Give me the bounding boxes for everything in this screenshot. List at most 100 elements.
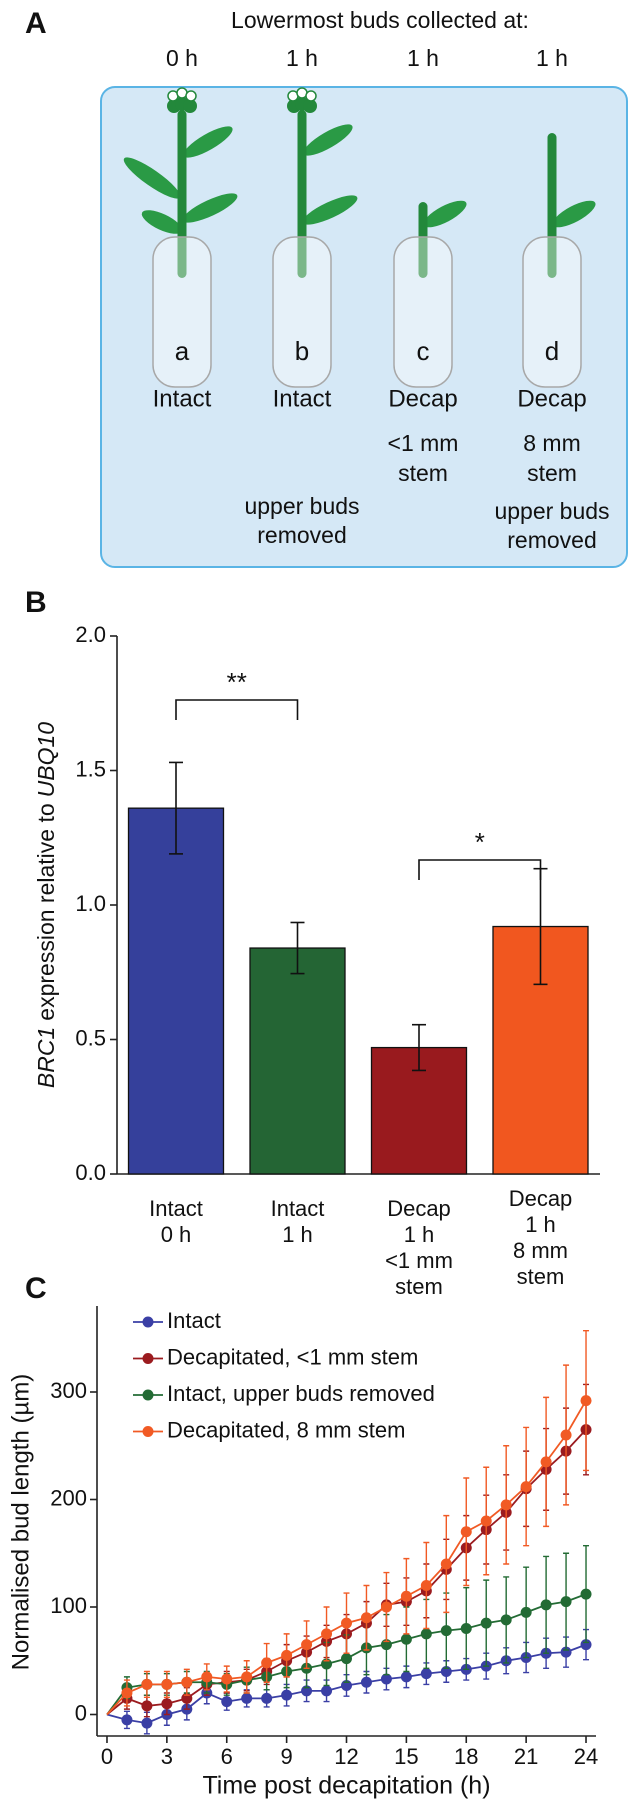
- point: [261, 1657, 273, 1669]
- stem-label: <1 mm stem: [388, 430, 459, 486]
- leaf: [141, 210, 183, 234]
- point: [420, 1668, 432, 1680]
- flower: [185, 90, 197, 102]
- time-label: 1 h: [536, 45, 568, 71]
- pot: [393, 236, 453, 388]
- x-axis-label: Time post decapitation (h): [202, 1772, 490, 1800]
- y-axis-label: Normalised bud length (µm): [7, 1374, 34, 1671]
- point: [301, 1639, 313, 1651]
- point: [201, 1671, 213, 1683]
- time-label: 0 h: [166, 45, 198, 71]
- error-bar: [290, 921, 305, 975]
- point: [141, 1700, 153, 1712]
- point: [420, 1580, 432, 1591]
- y-axis-label-part: BRC1: [33, 1027, 59, 1088]
- x-tick-label: Intact 0 h: [149, 1196, 203, 1247]
- point: [241, 1671, 253, 1683]
- legend-label: Decapitated, <1 mm stem: [167, 1344, 418, 1369]
- stem: [177, 110, 187, 278]
- point: [241, 1692, 253, 1704]
- condition-label: Decap: [388, 385, 457, 412]
- point: [281, 1649, 293, 1661]
- x-tick-label: 3: [161, 1744, 173, 1769]
- time-label: 1 h: [286, 45, 318, 71]
- point: [480, 1515, 492, 1527]
- y-tick-label: 1.5: [75, 756, 106, 781]
- condition-label: Intact: [153, 385, 212, 412]
- point: [161, 1678, 173, 1690]
- point: [520, 1606, 532, 1618]
- leaf: [552, 200, 596, 228]
- point: [341, 1653, 352, 1665]
- point: [520, 1481, 532, 1493]
- panel-letter: b: [295, 336, 309, 366]
- y-tick-label: 200: [50, 1485, 87, 1510]
- y-tick-label: 300: [50, 1378, 87, 1403]
- point: [500, 1614, 512, 1626]
- leaf: [183, 126, 233, 158]
- point: [141, 1717, 153, 1729]
- legend-label: Intact: [167, 1308, 221, 1333]
- point: [380, 1673, 392, 1685]
- point: [321, 1685, 333, 1697]
- x-tick-label: 6: [221, 1744, 233, 1769]
- point: [380, 1601, 392, 1613]
- point: [560, 1429, 572, 1441]
- y-tick-label: 100: [50, 1593, 87, 1618]
- panel-label: A: [25, 7, 47, 40]
- point: [341, 1617, 352, 1629]
- bud: [183, 99, 197, 113]
- x-tick-label: 21: [514, 1744, 538, 1769]
- condition-label: Decap: [517, 385, 586, 412]
- legend-label: Intact, upper buds removed: [167, 1381, 435, 1406]
- flower: [305, 90, 317, 102]
- point: [560, 1596, 572, 1608]
- legend-marker: [142, 1426, 154, 1437]
- panel-label: C: [25, 1272, 47, 1305]
- stem: [297, 110, 307, 278]
- point: [540, 1599, 552, 1611]
- x-tick-label: 0: [101, 1744, 113, 1769]
- panel-letter: c: [417, 336, 430, 366]
- panel-letter: d: [545, 336, 559, 366]
- legend-label: Decapitated, 8 mm stem: [167, 1417, 405, 1442]
- point: [221, 1696, 233, 1708]
- point: [360, 1612, 372, 1624]
- y-tick-label: 0.0: [75, 1160, 106, 1185]
- point: [141, 1678, 153, 1690]
- point: [460, 1526, 472, 1538]
- x-tick-label: 12: [334, 1744, 358, 1769]
- panel-letter: a: [175, 336, 190, 366]
- point: [400, 1633, 412, 1645]
- note-label: upper buds removed: [244, 493, 359, 548]
- leaf: [182, 193, 238, 223]
- leaf: [302, 195, 358, 225]
- x-tick-label: Decap 1 h <1 mm stem: [385, 1196, 453, 1299]
- y-tick-label: 1.0: [75, 891, 106, 916]
- y-tick-label: 0.5: [75, 1025, 106, 1050]
- significance-bracket: [418, 859, 542, 880]
- diagram-title: Lowermost buds collected at:: [231, 7, 529, 33]
- point: [360, 1676, 372, 1688]
- point: [400, 1671, 412, 1683]
- point: [121, 1687, 133, 1699]
- point: [181, 1676, 193, 1688]
- x-tick-label: Intact 1 h: [271, 1196, 325, 1247]
- x-tick-label: 9: [280, 1744, 292, 1769]
- point: [321, 1628, 333, 1640]
- point: [420, 1628, 432, 1640]
- bar: [249, 947, 346, 1175]
- y-axis-label: BRC1 expression relative to UBQ10: [33, 722, 59, 1088]
- time-label: 1 h: [407, 45, 439, 71]
- x-tick-label: 24: [574, 1744, 598, 1769]
- stem: [418, 202, 428, 278]
- x-tick-label: 15: [394, 1744, 418, 1769]
- leaf: [303, 124, 353, 156]
- stem-label: 8 mm stem: [523, 430, 581, 486]
- pot: [522, 236, 582, 388]
- pot: [152, 236, 212, 388]
- y-axis-label-part: UBQ10: [33, 722, 59, 798]
